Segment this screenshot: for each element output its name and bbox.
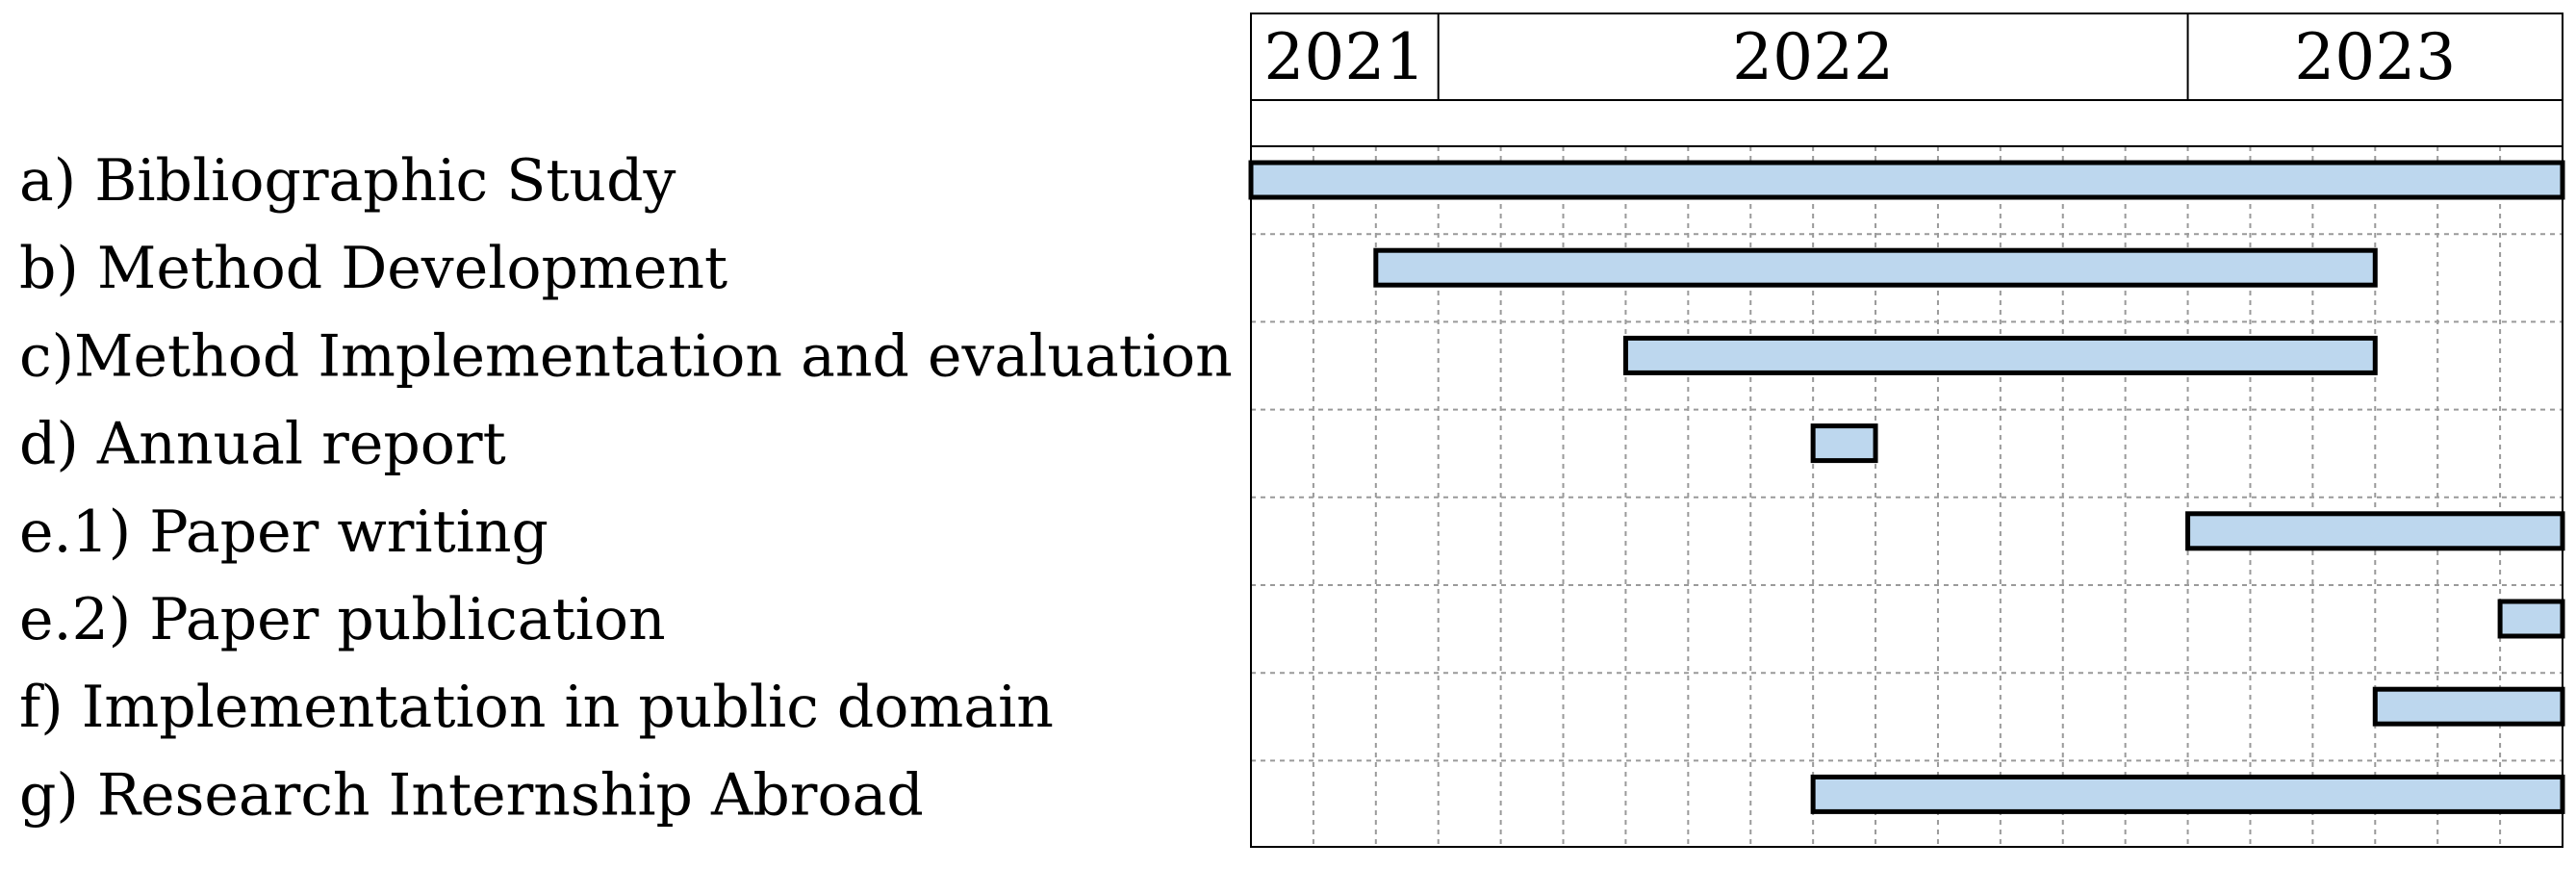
task-bar: [1373, 247, 2378, 288]
task-labels: a) Bibliographic Study b) Method Developm…: [19, 147, 1233, 829]
task-label: e.2) Paper publication: [19, 586, 666, 653]
task-label: f) Implementation in public domain: [19, 674, 1054, 741]
task-bar: [2497, 599, 2565, 639]
year-label: 2022: [1732, 20, 1894, 94]
task-bar: [1810, 774, 2565, 814]
task-bar: [1622, 335, 2378, 375]
task-bars: [1248, 160, 2565, 814]
year-header: 2021 2022 2023: [1263, 13, 2456, 100]
frame-layer: [1250, 13, 2563, 848]
task-bar: [2185, 511, 2565, 551]
task-bar: [1810, 423, 1878, 464]
task-bar: [2372, 686, 2565, 727]
task-label: c)Method Implementation and evaluation: [19, 322, 1233, 390]
task-label: a) Bibliographic Study: [19, 147, 676, 215]
chart-frame: [1250, 13, 2563, 848]
task-bar: [1248, 160, 2565, 200]
task-label: g) Research Internship Abroad: [19, 761, 924, 829]
task-label: b) Method Development: [19, 235, 727, 302]
task-label: d) Annual report: [19, 411, 506, 478]
year-label: 2021: [1263, 20, 1425, 94]
task-label: e.1) Paper writing: [19, 498, 548, 566]
year-label: 2023: [2294, 20, 2456, 94]
